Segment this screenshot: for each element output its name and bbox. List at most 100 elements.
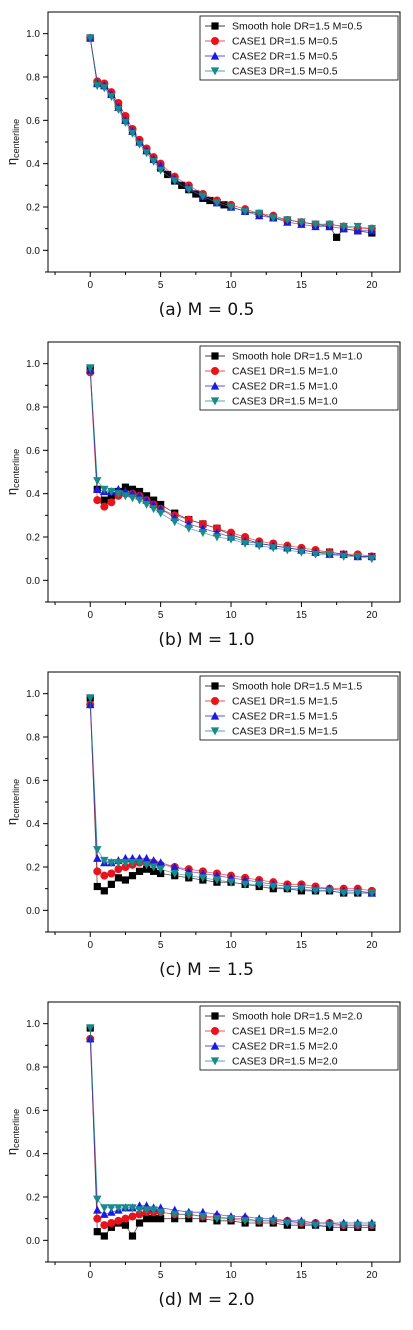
data-point bbox=[93, 1205, 102, 1214]
x-tick-label: 0 bbox=[87, 940, 93, 951]
data-point bbox=[149, 856, 158, 865]
data-point bbox=[135, 140, 144, 149]
data-point bbox=[240, 880, 250, 889]
y-axis-label: ηcenterline bbox=[4, 1109, 21, 1155]
data-point bbox=[255, 1217, 264, 1226]
data-point bbox=[164, 170, 172, 179]
data-point bbox=[367, 225, 377, 234]
data-point bbox=[325, 550, 334, 559]
data-point bbox=[93, 867, 102, 876]
legend-box bbox=[199, 15, 399, 81]
y-tick-label: 0.0 bbox=[26, 906, 40, 917]
y-tick-label: 0.4 bbox=[26, 489, 40, 500]
legend-marker bbox=[211, 697, 219, 705]
data-point bbox=[128, 859, 137, 868]
y-tick-label: 0.0 bbox=[26, 1236, 40, 1247]
data-point bbox=[311, 220, 320, 229]
y-tick-label: 0.2 bbox=[26, 1193, 40, 1204]
data-point bbox=[128, 1204, 137, 1213]
data-point bbox=[128, 1212, 137, 1221]
x-tick-label: 20 bbox=[366, 280, 378, 291]
x-tick-label: 5 bbox=[158, 1270, 164, 1281]
data-point bbox=[198, 1212, 208, 1221]
data-point bbox=[353, 222, 362, 231]
data-point bbox=[135, 496, 144, 505]
data-point bbox=[121, 118, 130, 127]
data-point bbox=[311, 550, 320, 559]
data-point bbox=[100, 496, 108, 504]
data-point bbox=[107, 487, 116, 496]
y-tick-label: 1.0 bbox=[26, 689, 40, 700]
data-point bbox=[128, 872, 137, 880]
data-point bbox=[100, 1204, 109, 1213]
x-axis-label: X/D bbox=[222, 623, 240, 624]
data-point bbox=[107, 92, 116, 101]
legend-label: CASE1 DR=1.5 M=1.0 bbox=[232, 366, 338, 378]
data-point bbox=[114, 859, 123, 868]
data-point bbox=[206, 196, 214, 205]
data-point bbox=[121, 1221, 130, 1229]
chart-panel-3: 0 5 10 15 20 0.0 0.2 0.4 0.6 0.8 1.0 X/D ηcenterline… bbox=[0, 994, 413, 1324]
data-point bbox=[255, 209, 264, 218]
data-point bbox=[107, 880, 115, 888]
x-tick-label: 15 bbox=[296, 940, 308, 951]
legend-marker bbox=[211, 22, 219, 30]
legend-label: CASE1 DR=1.5 M=0.5 bbox=[232, 36, 338, 48]
legend-marker bbox=[211, 1012, 219, 1020]
legend-marker bbox=[210, 1041, 220, 1050]
data-point bbox=[128, 494, 137, 503]
data-point bbox=[150, 1215, 158, 1223]
data-point bbox=[135, 1206, 144, 1215]
legend-marker bbox=[211, 367, 219, 375]
y-tick-label: 0.6 bbox=[26, 446, 40, 457]
data-point bbox=[93, 1214, 102, 1223]
data-point bbox=[107, 498, 116, 507]
chart-svg: 0 5 10 15 20 0.0 0.2 0.4 0.6 0.8 1.0 X/D ηcenterline… bbox=[4, 11, 401, 294]
data-point bbox=[93, 496, 102, 505]
data-point bbox=[297, 548, 306, 557]
data-point bbox=[142, 1215, 151, 1223]
data-point bbox=[240, 539, 250, 548]
y-tick-label: 0.6 bbox=[26, 1106, 40, 1117]
legend-marker bbox=[210, 1057, 220, 1066]
y-tick-label: 0.0 bbox=[26, 246, 40, 257]
data-point bbox=[339, 552, 348, 561]
data-point bbox=[107, 859, 116, 868]
y-tick-label: 0.8 bbox=[26, 403, 40, 414]
data-point bbox=[142, 149, 151, 158]
data-point bbox=[297, 1219, 306, 1228]
legend-label: CASE3 DR=1.5 M=1.0 bbox=[232, 396, 338, 408]
data-point bbox=[156, 509, 165, 518]
legend-label: CASE3 DR=1.5 M=1.5 bbox=[232, 726, 338, 738]
x-tick-label: 0 bbox=[87, 280, 93, 291]
data-point bbox=[93, 484, 102, 493]
data-point bbox=[353, 552, 362, 561]
data-point bbox=[142, 861, 151, 870]
data-point bbox=[184, 186, 193, 195]
legend-label: CASE1 DR=1.5 M=1.5 bbox=[232, 696, 338, 708]
data-point bbox=[93, 882, 101, 891]
data-point bbox=[333, 233, 341, 241]
data-point bbox=[100, 1209, 109, 1218]
y-tick-label: 0.8 bbox=[26, 733, 40, 744]
y-axis-label-subscript: centerline bbox=[11, 779, 21, 818]
data-point bbox=[198, 874, 208, 883]
data-point bbox=[353, 1221, 362, 1230]
x-tick-label: 10 bbox=[225, 1270, 237, 1281]
y-tick-label: 0.4 bbox=[26, 819, 40, 830]
data-point bbox=[311, 887, 320, 896]
legend-label: CASE2 DR=1.5 M=1.5 bbox=[232, 711, 338, 723]
series-3 bbox=[86, 34, 377, 234]
data-point bbox=[283, 1219, 292, 1228]
data-point bbox=[86, 1024, 95, 1033]
series-3 bbox=[86, 1024, 377, 1230]
data-point bbox=[100, 887, 108, 895]
x-axis-label: X/D bbox=[222, 953, 240, 954]
legend-label: CASE2 DR=1.5 M=1.0 bbox=[232, 381, 338, 393]
y-axis-label: ηcenterline bbox=[4, 449, 21, 495]
data-point bbox=[121, 1204, 130, 1213]
y-tick-label: 0.6 bbox=[26, 776, 40, 787]
data-point bbox=[86, 364, 95, 373]
data-point bbox=[255, 880, 264, 889]
data-point bbox=[212, 876, 222, 885]
